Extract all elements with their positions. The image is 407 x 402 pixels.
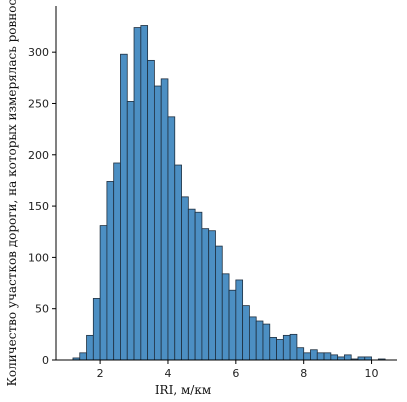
histogram-bar: [174, 164, 182, 361]
histogram-bar: [269, 337, 277, 361]
histogram-bar: [92, 298, 101, 361]
histogram-bar: [86, 334, 94, 361]
histogram-bar: [147, 59, 155, 361]
histogram-bar: [344, 354, 352, 361]
x-tick-label: 4: [164, 367, 171, 380]
histogram-bar: [126, 101, 135, 361]
y-ticks: 0 50 100 150 200 250 300: [28, 46, 56, 367]
histogram-bar: [228, 289, 237, 361]
histogram-bar: [242, 305, 250, 361]
histogram-bar: [262, 323, 271, 361]
histogram-bar: [296, 347, 305, 361]
x-tick-label: 8: [300, 367, 307, 380]
histogram-bar: [167, 116, 176, 361]
histogram-bar: [303, 352, 311, 361]
histogram-bar: [153, 85, 162, 361]
y-tick-label: 300: [28, 46, 49, 59]
x-ticks: 2 4 6 8 10: [97, 360, 379, 380]
bars-group: [72, 25, 386, 361]
histogram-bar: [194, 211, 203, 361]
histogram-bar: [113, 162, 121, 361]
histogram-bar: [235, 279, 244, 361]
x-axis-title: IRI, м/км: [155, 383, 211, 397]
y-tick-label: 150: [28, 200, 49, 213]
histogram-bar: [181, 196, 189, 361]
x-tick-label: 6: [232, 367, 239, 380]
histogram-bar: [221, 273, 230, 361]
histogram-bar: [140, 25, 149, 361]
y-tick-label: 50: [35, 303, 49, 316]
histogram-bar: [276, 339, 284, 361]
histogram-bar: [99, 225, 108, 361]
x-tick-label: 2: [97, 367, 104, 380]
histogram-bar: [201, 228, 210, 361]
y-tick-label: 0: [42, 354, 49, 367]
y-axis-title: Количество участков дороги, на которых и…: [5, 0, 19, 386]
histogram-bar: [187, 208, 196, 361]
histogram-bar: [323, 352, 332, 361]
histogram-bar: [208, 230, 216, 361]
histogram-bar: [255, 320, 264, 361]
histogram-bar: [248, 316, 257, 361]
histogram-bar: [289, 333, 298, 361]
histogram-bar: [330, 354, 339, 361]
histogram-bar: [106, 181, 115, 361]
y-tick-label: 100: [28, 251, 49, 264]
histogram-bar: [282, 334, 291, 361]
histogram-bar: [160, 78, 169, 361]
histogram-bar: [133, 27, 142, 361]
x-tick-label: 10: [365, 367, 379, 380]
histogram-bar: [215, 245, 223, 361]
y-tick-label: 200: [28, 149, 49, 162]
y-tick-label: 250: [28, 97, 49, 110]
histogram-bar: [120, 53, 128, 361]
histogram-bar: [79, 352, 87, 361]
histogram-bar: [310, 349, 318, 361]
histogram-bar: [316, 352, 325, 361]
